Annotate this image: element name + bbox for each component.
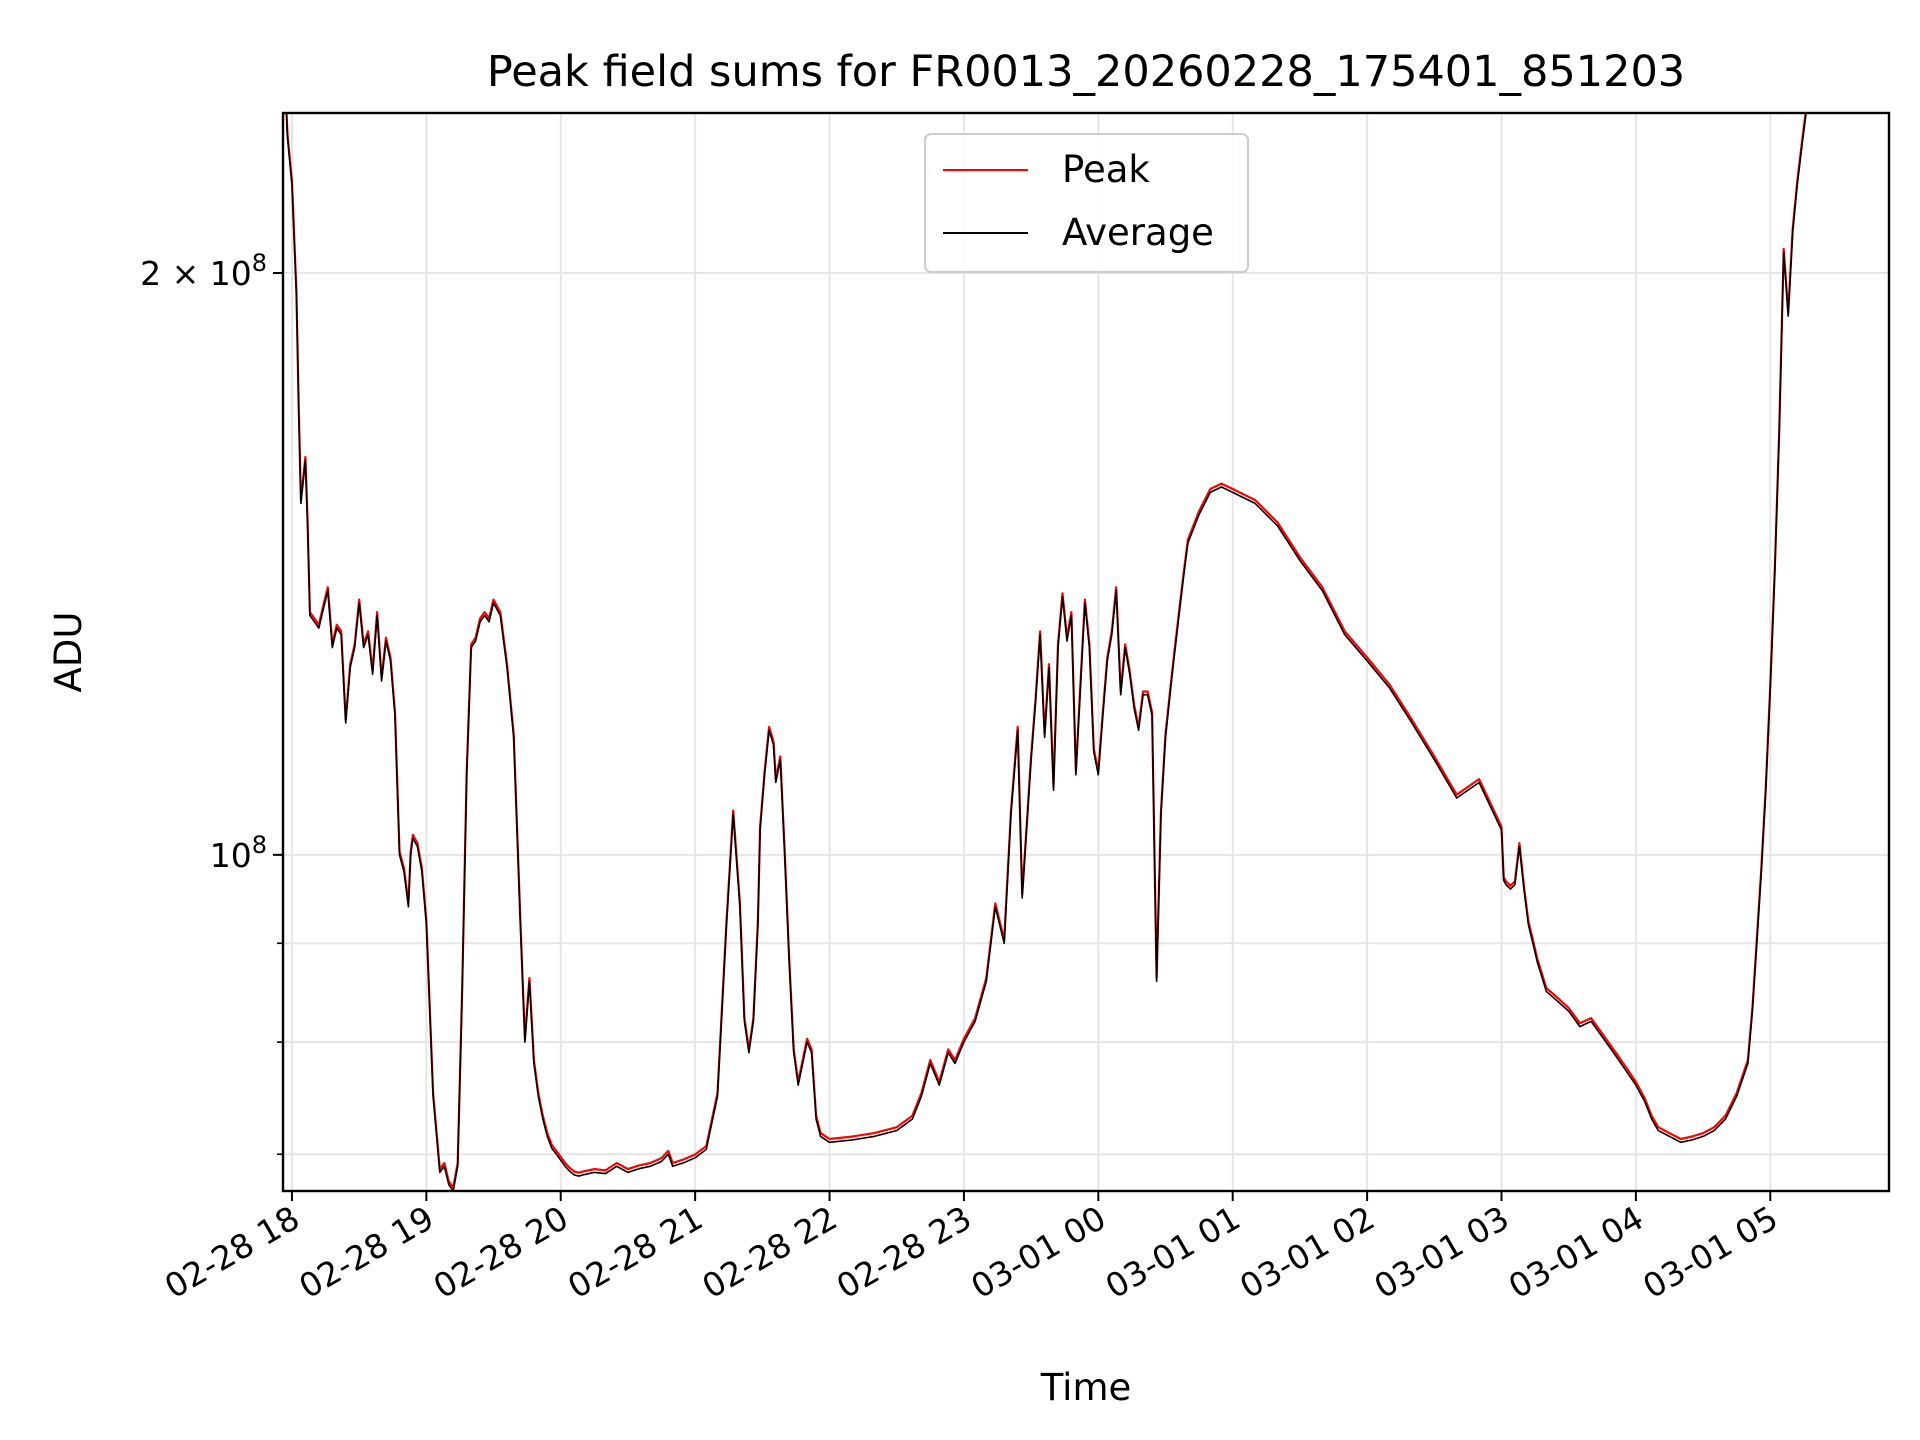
- legend-label-peak: Peak: [1062, 148, 1150, 191]
- y-axis-label: ADU: [47, 612, 90, 693]
- legend-label-average: Average: [1062, 211, 1214, 254]
- x-axis-label: Time: [1040, 1366, 1132, 1409]
- chart-title: Peak field sums for FR0013_20260228_1754…: [487, 47, 1685, 97]
- series-line-peak: [285, 113, 1807, 1189]
- y-tick-label: 2 × 108: [140, 249, 267, 293]
- legend: Peak Average: [924, 133, 1249, 273]
- legend-box: [924, 133, 1249, 273]
- y-tick-label: 108: [210, 831, 267, 875]
- grid: [283, 113, 1889, 1191]
- series-group: [285, 113, 1807, 1191]
- plot-frame: [281, 111, 1891, 1193]
- series-line-average: [285, 113, 1807, 1191]
